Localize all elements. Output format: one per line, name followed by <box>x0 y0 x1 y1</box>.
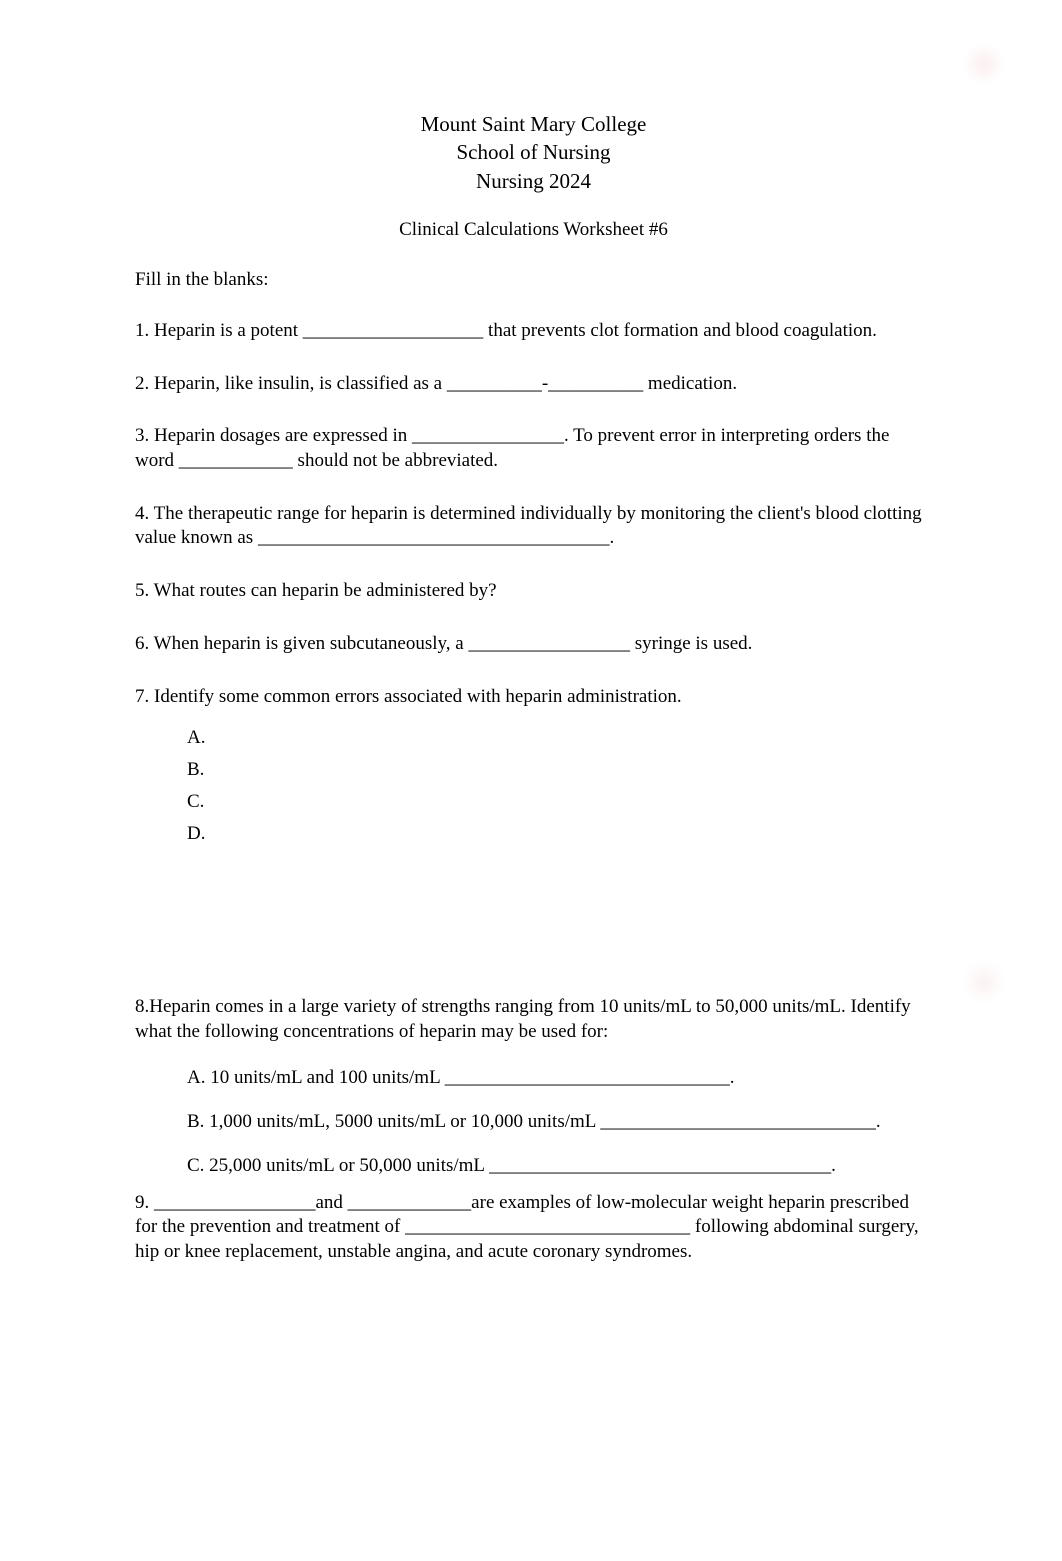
question-7-option-b: B. <box>187 759 932 781</box>
question-8: 8.Heparin comes in a large variety of st… <box>135 995 932 1044</box>
question-5: 5. What routes can heparin be administer… <box>135 579 932 604</box>
question-8-sublist: A. 10 units/mL and 100 units/mL ________… <box>187 1067 932 1177</box>
question-7-option-a: A. <box>187 727 932 749</box>
question-2: 2. Heparin, like insulin, is classified … <box>135 372 932 397</box>
document-header: Mount Saint Mary College School of Nursi… <box>135 110 932 195</box>
document-page: Mount Saint Mary College School of Nursi… <box>0 0 1062 1353</box>
watermark-blur-top <box>962 42 1006 86</box>
question-8-option-a: A. 10 units/mL and 100 units/mL ________… <box>187 1067 932 1089</box>
question-3: 3. Heparin dosages are expressed in ____… <box>135 424 932 473</box>
spacing-gap <box>135 855 932 995</box>
school-name: School of Nursing <box>135 138 932 166</box>
worksheet-title: Clinical Calculations Worksheet #6 <box>135 219 932 241</box>
question-8-option-c: C. 25,000 units/mL or 50,000 units/mL __… <box>187 1155 932 1177</box>
question-6: 6. When heparin is given subcutaneously,… <box>135 632 932 657</box>
question-7: 7. Identify some common errors associate… <box>135 685 932 710</box>
question-1: 1. Heparin is a potent _________________… <box>135 319 932 344</box>
question-8-option-b: B. 1,000 units/mL, 5000 units/mL or 10,0… <box>187 1111 932 1133</box>
watermark-blur-bottom <box>962 960 1006 1004</box>
question-7-option-c: C. <box>187 791 932 813</box>
question-7-sublist: A. B. C. D. <box>187 727 932 845</box>
section-label: Fill in the blanks: <box>135 269 932 291</box>
question-7-option-d: D. <box>187 823 932 845</box>
question-4: 4. The therapeutic range for heparin is … <box>135 502 932 551</box>
course-name: Nursing 2024 <box>135 167 932 195</box>
question-9: 9. _________________and _____________are… <box>135 1191 932 1265</box>
institution-name: Mount Saint Mary College <box>135 110 932 138</box>
